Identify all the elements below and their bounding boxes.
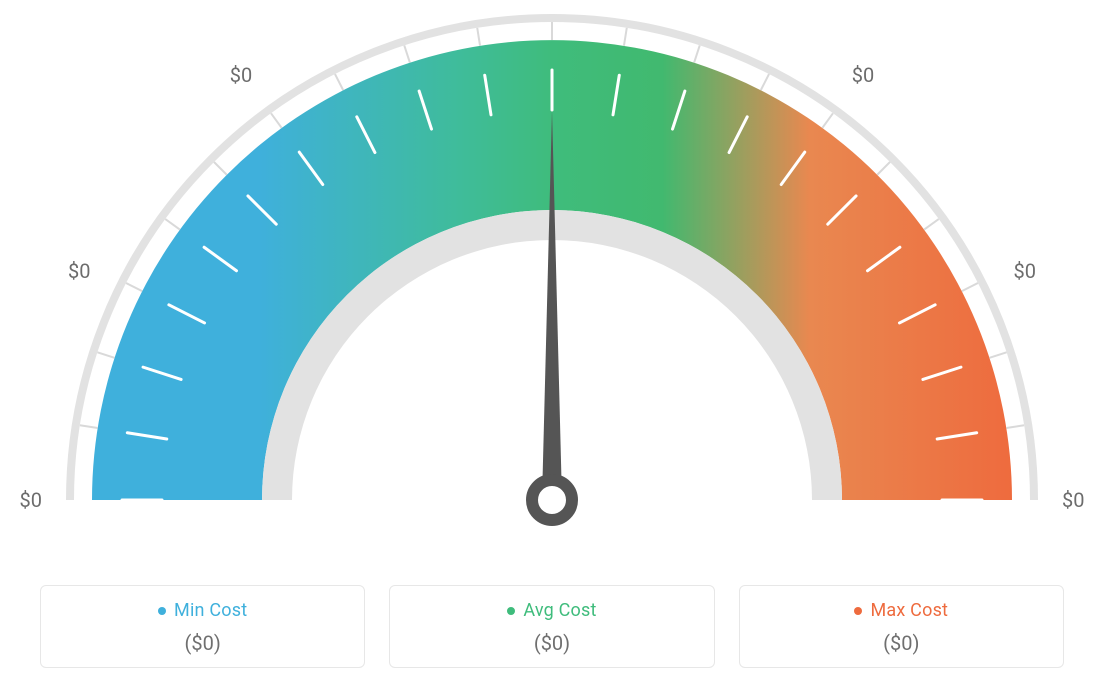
legend-label: Min Cost — [174, 600, 247, 621]
legend-title-min: Min Cost — [158, 600, 247, 621]
gauge-chart: $0$0$0$0$0$0$0 — [42, 0, 1062, 560]
gauge-tick-label: $0 — [1062, 488, 1084, 512]
legend-card-min: Min Cost ($0) — [40, 585, 365, 669]
legend-label: Avg Cost — [523, 600, 596, 621]
legend-row: Min Cost ($0) Avg Cost ($0) Max Cost ($0… — [40, 585, 1064, 669]
legend-value-min: ($0) — [51, 631, 354, 655]
legend-title-avg: Avg Cost — [507, 600, 596, 621]
gauge-tick-label: $0 — [852, 63, 874, 87]
legend-value-avg: ($0) — [400, 631, 703, 655]
gauge-tick-label: $0 — [230, 63, 252, 87]
dot-icon — [507, 607, 515, 615]
legend-title-max: Max Cost — [854, 600, 948, 621]
gauge-tick-label: $0 — [68, 259, 90, 283]
gauge-svg — [42, 0, 1062, 560]
dot-icon — [854, 607, 862, 615]
dot-icon — [158, 607, 166, 615]
gauge-tick-label: $0 — [1013, 259, 1035, 283]
cost-gauge-container: $0$0$0$0$0$0$0 Min Cost ($0) Avg Cost ($… — [0, 0, 1104, 690]
legend-card-avg: Avg Cost ($0) — [389, 585, 714, 669]
gauge-tick-label: $0 — [20, 488, 42, 512]
legend-card-max: Max Cost ($0) — [739, 585, 1064, 669]
legend-value-max: ($0) — [750, 631, 1053, 655]
legend-label: Max Cost — [870, 600, 948, 621]
